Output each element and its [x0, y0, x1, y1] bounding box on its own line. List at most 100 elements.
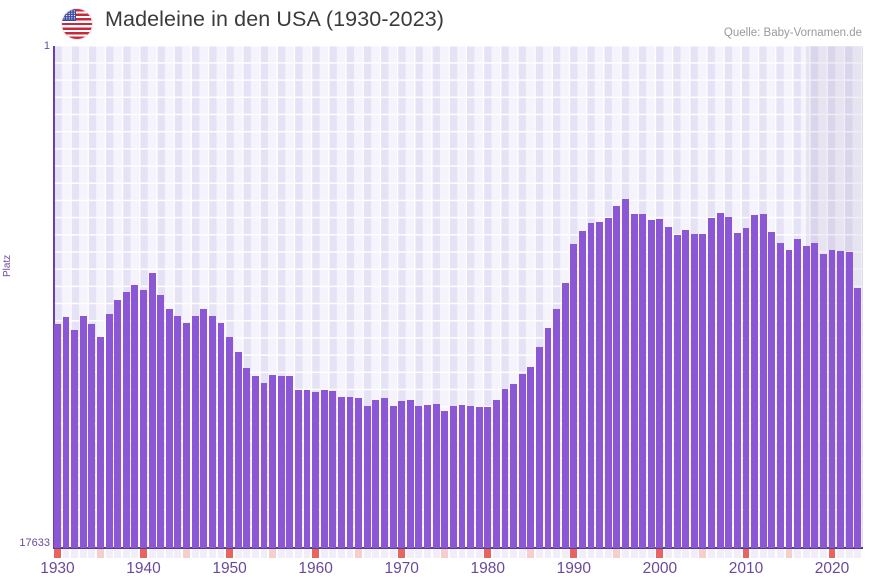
bar[interactable] [527, 367, 535, 548]
bar[interactable] [492, 400, 500, 548]
bar[interactable] [751, 215, 758, 548]
bar[interactable] [639, 214, 647, 548]
bar[interactable] [277, 376, 285, 548]
bar[interactable] [200, 309, 208, 548]
bar[interactable] [432, 404, 440, 548]
bar[interactable] [183, 323, 190, 548]
bar[interactable] [665, 227, 672, 548]
bar[interactable] [802, 246, 810, 548]
bar[interactable] [441, 411, 449, 548]
bar[interactable] [501, 389, 509, 548]
bar[interactable] [312, 392, 320, 548]
bar[interactable] [303, 390, 311, 548]
bar[interactable] [208, 316, 216, 548]
bar[interactable] [269, 375, 277, 548]
bar[interactable] [363, 406, 371, 548]
bar[interactable] [776, 243, 784, 548]
bar[interactable] [794, 239, 802, 548]
x-axis-tick-label: 1980 [470, 560, 505, 577]
bar[interactable] [62, 317, 70, 548]
bar[interactable] [708, 218, 715, 548]
bar[interactable] [759, 214, 767, 548]
x-tick-minor [811, 549, 819, 558]
bar[interactable] [329, 391, 337, 548]
bar[interactable] [622, 199, 629, 548]
bar[interactable] [294, 390, 302, 548]
bar[interactable] [561, 283, 569, 548]
bar[interactable] [260, 383, 268, 548]
bar[interactable] [131, 285, 139, 548]
bar[interactable] [811, 243, 819, 548]
bar[interactable] [415, 406, 423, 548]
bar[interactable] [114, 300, 122, 548]
bar[interactable] [518, 374, 526, 548]
bar[interactable] [647, 220, 655, 548]
bar[interactable] [596, 222, 604, 548]
bar[interactable] [251, 376, 259, 548]
bar[interactable] [355, 398, 363, 548]
bar[interactable] [828, 250, 836, 548]
bar[interactable] [226, 337, 233, 548]
bar[interactable] [157, 295, 165, 548]
bar[interactable] [570, 244, 578, 548]
bar[interactable] [234, 352, 242, 548]
bar[interactable] [97, 337, 104, 548]
bar[interactable] [742, 228, 750, 548]
x-tick-minor [467, 549, 474, 558]
bar[interactable] [845, 252, 853, 548]
bar[interactable] [389, 406, 397, 548]
bar[interactable] [553, 309, 561, 548]
bar[interactable] [604, 218, 612, 548]
bar[interactable] [320, 390, 328, 548]
bar[interactable] [510, 384, 517, 548]
bar[interactable] [768, 232, 776, 548]
x-tick-minor [647, 549, 655, 558]
bar[interactable] [673, 235, 681, 548]
bar[interactable] [88, 324, 96, 548]
bar[interactable] [613, 206, 621, 548]
bar[interactable] [71, 330, 79, 548]
bar[interactable] [587, 223, 595, 548]
bar[interactable] [785, 250, 793, 548]
bar[interactable] [406, 400, 414, 548]
bar[interactable] [338, 397, 345, 548]
bar[interactable] [467, 406, 474, 548]
bar[interactable] [819, 254, 827, 548]
bar[interactable] [690, 234, 698, 548]
bar[interactable] [854, 288, 862, 548]
bar[interactable] [682, 230, 690, 548]
bar[interactable] [716, 213, 724, 548]
bar[interactable] [54, 324, 61, 548]
bar[interactable] [398, 401, 406, 548]
bar[interactable] [105, 314, 113, 548]
x-tick-minor [639, 549, 647, 558]
bar[interactable] [122, 292, 130, 548]
bar[interactable] [381, 398, 388, 548]
bar[interactable] [656, 219, 664, 548]
bar[interactable] [286, 376, 294, 548]
bar[interactable] [165, 309, 173, 548]
bar[interactable] [699, 234, 707, 548]
bar[interactable] [449, 406, 457, 548]
bar[interactable] [837, 251, 845, 548]
bar[interactable] [140, 290, 147, 548]
bar[interactable] [475, 407, 483, 548]
bar[interactable] [544, 328, 552, 548]
bar[interactable] [191, 316, 199, 548]
bar[interactable] [578, 231, 586, 548]
bar[interactable] [79, 316, 87, 548]
bar[interactable] [733, 233, 741, 548]
bar[interactable] [458, 405, 466, 548]
bar[interactable] [424, 405, 431, 548]
bar[interactable] [372, 400, 380, 548]
x-tick-minor [320, 549, 328, 558]
bar[interactable] [484, 407, 492, 548]
bar[interactable] [346, 397, 354, 548]
bar[interactable] [725, 217, 733, 548]
bar[interactable] [535, 347, 543, 548]
bar[interactable] [217, 323, 225, 548]
bar[interactable] [243, 368, 251, 548]
bar[interactable] [174, 316, 182, 548]
bar[interactable] [630, 214, 638, 548]
bar[interactable] [148, 273, 156, 548]
